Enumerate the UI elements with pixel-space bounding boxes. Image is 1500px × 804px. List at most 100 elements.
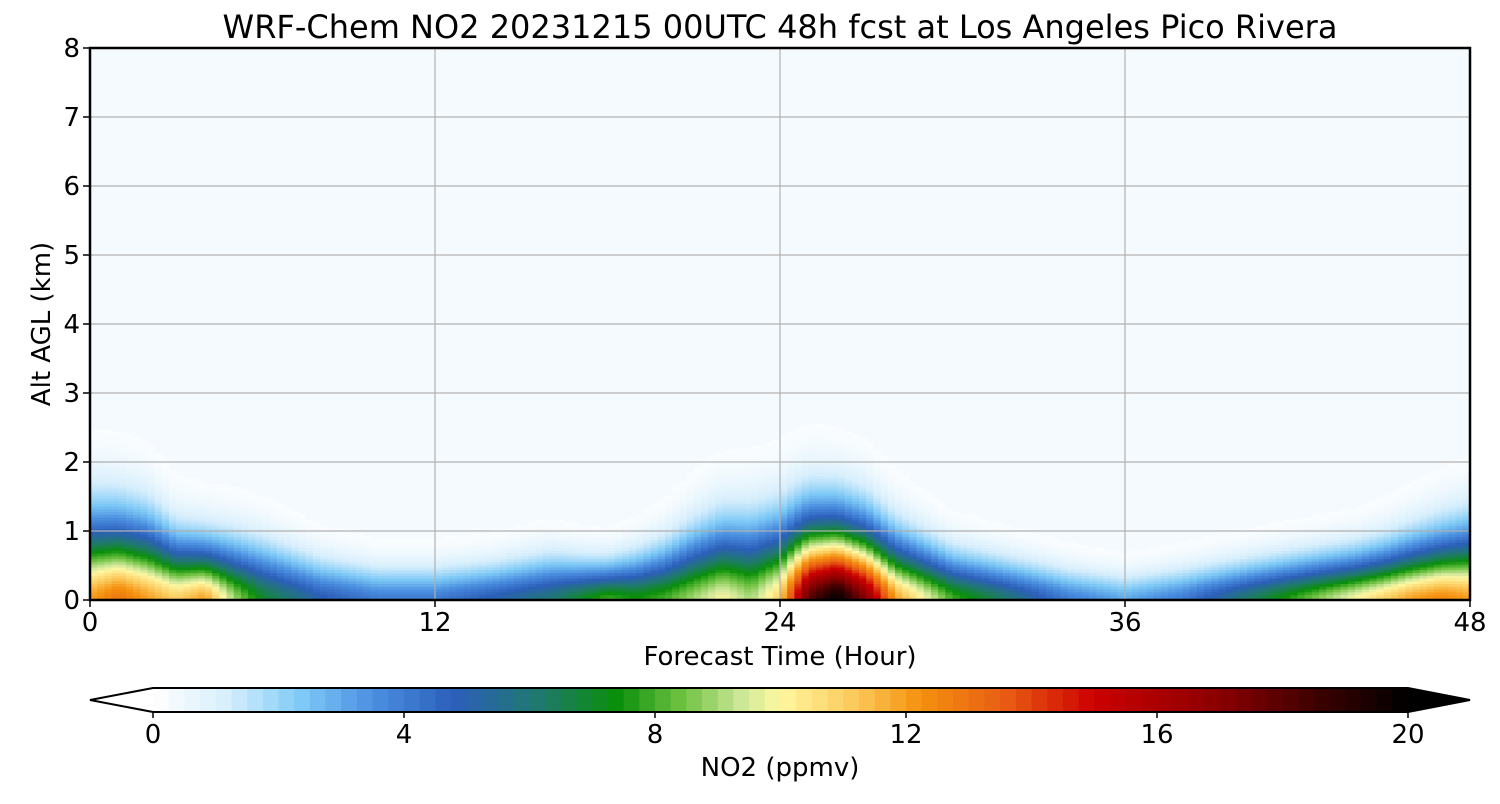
field-cell: [902, 475, 910, 480]
field-cell: [787, 555, 795, 560]
field-cell: [974, 564, 982, 568]
field-cell: [729, 564, 738, 568]
field-cell: [600, 586, 609, 590]
field-cell: [700, 531, 709, 535]
field-cell: [909, 486, 918, 491]
field-cell: [966, 575, 975, 579]
field-cell: [190, 511, 199, 516]
field-cell: [205, 588, 213, 593]
field-cell: [751, 561, 760, 565]
field-cell: [772, 467, 781, 471]
field-cell: [679, 525, 688, 529]
field-cell: [866, 464, 875, 469]
field-cell: [161, 544, 170, 549]
field-cell: [262, 572, 271, 576]
field-cell: [197, 586, 206, 590]
field-cell: [161, 566, 170, 571]
field-cell: [363, 588, 371, 593]
field-cell: [240, 497, 249, 502]
field-cell: [571, 591, 580, 596]
field-cell: [780, 437, 788, 441]
field-cell: [895, 528, 903, 532]
field-cell: [600, 575, 609, 579]
field-cell: [801, 434, 810, 438]
field-cell: [233, 580, 242, 585]
field-cell: [133, 519, 141, 524]
field-cell: [945, 542, 954, 546]
field-cell: [104, 442, 113, 447]
field-cell: [621, 575, 630, 579]
field-cell: [384, 583, 393, 587]
field-cell: [751, 462, 760, 466]
field-cell: [276, 550, 285, 554]
field-cell: [744, 542, 752, 546]
field-cell: [693, 484, 702, 488]
field-cell: [521, 591, 530, 596]
field-cell: [859, 558, 867, 562]
field-cell: [514, 561, 522, 565]
field-cell: [557, 522, 565, 527]
field-cell: [801, 580, 810, 585]
field-cell: [219, 558, 228, 562]
field-cell: [111, 572, 120, 576]
field-cell: [255, 542, 264, 546]
field-cell: [557, 572, 565, 576]
field-cell: [348, 550, 357, 554]
field-cell: [794, 597, 803, 600]
field-cell: [111, 492, 120, 496]
field-cell: [873, 486, 882, 491]
field-cell: [542, 528, 551, 532]
field-cell: [765, 503, 774, 507]
field-cell: [751, 497, 760, 502]
field-cell: [866, 536, 875, 540]
field-cell: [801, 428, 810, 433]
field-cell: [657, 500, 666, 504]
field-cell: [873, 453, 882, 458]
field-cell: [794, 481, 803, 485]
field-cell: [722, 539, 731, 543]
field-cell: [226, 580, 235, 585]
field-cell: [729, 531, 738, 535]
field-cell: [550, 597, 558, 600]
field-cell: [205, 542, 213, 546]
field-cell: [133, 572, 141, 576]
field-cell: [765, 558, 774, 562]
field-cell: [269, 533, 278, 538]
field-cell: [895, 503, 903, 507]
field-cell: [751, 464, 760, 469]
field-cell: [97, 434, 105, 438]
field-cell: [823, 586, 831, 590]
field-cell: [974, 525, 982, 529]
field-cell: [837, 450, 846, 455]
field-cell: [427, 553, 436, 557]
field-cell: [859, 594, 867, 598]
field-cell: [744, 503, 752, 507]
field-cell: [125, 514, 134, 518]
field-cell: [715, 473, 724, 477]
field-cell: [406, 544, 415, 549]
field-cell: [909, 497, 918, 502]
field-cell: [147, 514, 156, 518]
field-cell: [722, 544, 731, 549]
field-cell: [147, 519, 156, 524]
field-cell: [837, 536, 846, 540]
field-cell: [183, 586, 192, 590]
field-cell: [887, 500, 896, 504]
field-cell: [262, 547, 271, 551]
field-cell: [801, 588, 810, 593]
field-cell: [679, 536, 688, 540]
field-cell: [111, 497, 120, 502]
field-cell: [284, 508, 292, 513]
field-cell: [995, 547, 1004, 551]
field-cell: [787, 503, 795, 507]
field-cell: [97, 467, 105, 471]
field-cell: [363, 539, 371, 543]
field-cell: [212, 533, 220, 538]
field-cell: [765, 475, 774, 480]
field-cell: [823, 583, 831, 587]
field-cell: [478, 575, 486, 579]
field-cell: [176, 539, 185, 543]
field-cell: [844, 456, 853, 460]
field-cell: [902, 575, 910, 579]
field-cell: [334, 577, 343, 582]
